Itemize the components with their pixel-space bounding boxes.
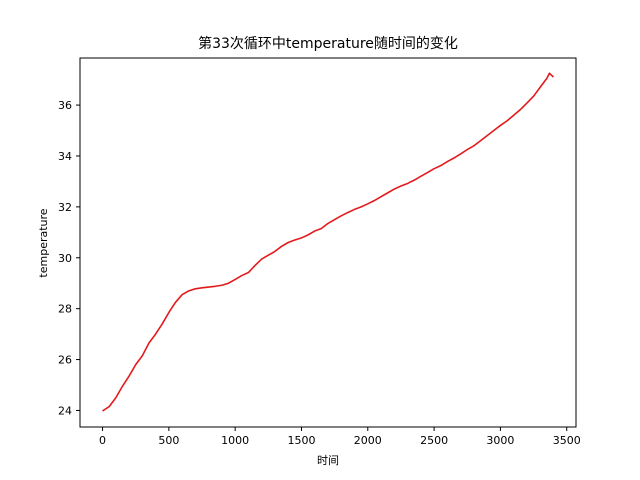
series-line-0 [102, 72, 555, 412]
x-tick-label: 500 [158, 434, 179, 447]
plot-layer [102, 72, 555, 412]
y-tick-label: 34 [58, 150, 72, 163]
plot-area-frame [79, 57, 577, 428]
x-axis-label: 时间 [317, 454, 339, 467]
x-tick-label: 2000 [354, 434, 382, 447]
y-tick-label: 36 [58, 99, 72, 112]
x-tick-label: 3500 [553, 434, 581, 447]
y-axis: 24 26 28 30 32 34 36 [58, 99, 80, 417]
x-tick-label: 1000 [221, 434, 249, 447]
x-tick-label: 1500 [287, 434, 315, 447]
y-tick-label: 30 [58, 252, 72, 265]
x-tick-label: 2500 [420, 434, 448, 447]
x-axis: 0 500 1000 1500 2000 2500 3000 3500 [99, 427, 581, 447]
y-tick-label: 32 [58, 201, 72, 214]
x-tick-label: 0 [99, 434, 106, 447]
chart-title: 第33次循环中temperature随时间的变化 [198, 35, 458, 52]
y-axis-label: temperature [37, 208, 50, 277]
y-tick-label: 24 [58, 404, 72, 417]
x-tick-label: 3000 [486, 434, 514, 447]
y-tick-label: 28 [58, 303, 72, 316]
y-tick-label: 26 [58, 354, 72, 367]
